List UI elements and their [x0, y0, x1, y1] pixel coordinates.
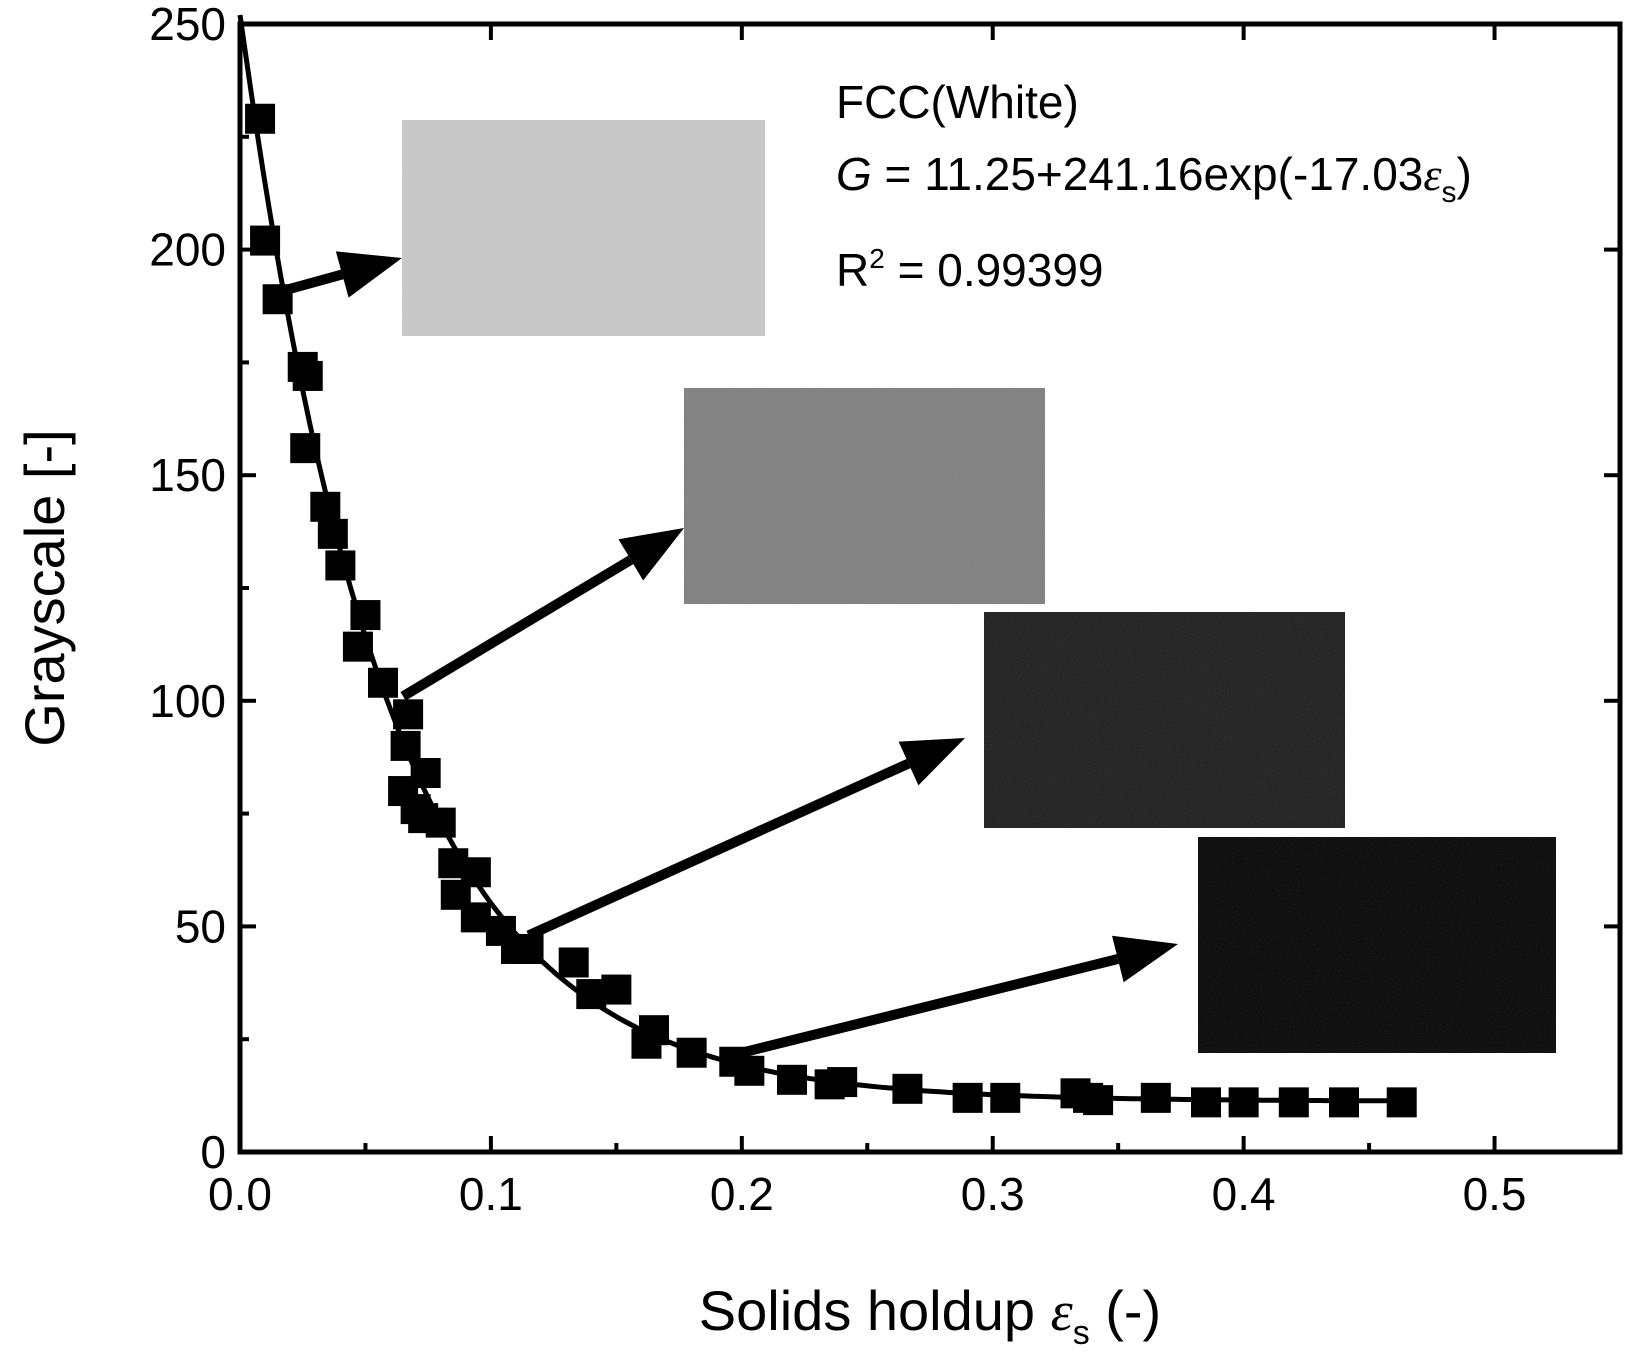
arrow-head [898, 738, 965, 786]
y-tick-label: 0 [200, 1126, 226, 1178]
data-point [631, 1028, 662, 1059]
y-axis-title: Grayscale [-] [13, 429, 76, 746]
x-axis-title: Solids holdup εs (-) [699, 1279, 1161, 1352]
data-point [292, 360, 323, 391]
data-point [952, 1082, 983, 1113]
data-point [1278, 1087, 1309, 1118]
data-point [325, 550, 356, 581]
data-point [290, 433, 321, 464]
arrow-head [335, 251, 402, 298]
arrow-3 [526, 738, 965, 940]
data-point [350, 600, 381, 631]
data-point [262, 284, 293, 315]
data-point [1083, 1085, 1114, 1116]
arrow-4 [740, 935, 1178, 1058]
data-point [368, 667, 399, 698]
y-tick-label: 250 [149, 0, 226, 50]
data-point [576, 979, 607, 1010]
y-tick-label: 150 [149, 449, 226, 501]
x-tick-label: 0.5 [1463, 1168, 1527, 1220]
inset-texture-3 [984, 612, 1345, 828]
arrow-shaft [526, 758, 911, 940]
data-point [390, 730, 421, 761]
inset-texture-4 [1198, 837, 1556, 1053]
data-point [601, 974, 632, 1005]
arrow-2 [400, 528, 684, 701]
data-point [1329, 1087, 1359, 1118]
data-point [245, 103, 276, 134]
x-tick-label: 0.2 [710, 1168, 774, 1220]
x-tick-label: 0.0 [208, 1168, 272, 1220]
arrows [283, 251, 1178, 1058]
x-tick-label: 0.1 [459, 1168, 523, 1220]
data-point [676, 1037, 707, 1068]
data-point [460, 902, 491, 933]
y-tick-label: 50 [175, 900, 226, 952]
data-point [1140, 1082, 1171, 1113]
data-point [1191, 1087, 1221, 1118]
data-point [393, 699, 424, 730]
arrow-1 [283, 251, 402, 298]
y-axis: 0 50 100 150 200 250 [149, 0, 1620, 1178]
data-point [827, 1067, 858, 1098]
fit-equation: G = 11.25+241.16exp(-17.03εs) [836, 148, 1472, 209]
inset-texture-1 [402, 120, 765, 336]
annotation-block: FCC(White) G = 11.25+241.16exp(-17.03εs)… [836, 76, 1472, 296]
arrow-shaft [283, 269, 344, 296]
data-point [310, 491, 341, 522]
arrow-head [618, 528, 684, 581]
inset-texture-2 [684, 388, 1045, 604]
x-tick-label: 0.3 [961, 1168, 1025, 1220]
arrow-shaft [400, 555, 634, 701]
x-tick-label: 0.4 [1212, 1168, 1276, 1220]
data-point [513, 933, 544, 964]
data-points [245, 103, 1417, 1118]
data-point [425, 807, 456, 838]
data-point [1228, 1087, 1259, 1118]
data-point [1386, 1087, 1417, 1118]
data-point [777, 1064, 807, 1095]
material-label: FCC(White) [836, 76, 1079, 128]
data-point [734, 1055, 765, 1086]
data-point [342, 631, 373, 662]
data-point [317, 518, 348, 549]
inset-images [402, 120, 1556, 1053]
data-point [558, 947, 589, 978]
r-squared: R2 = 0.99399 [836, 243, 1104, 296]
data-point [410, 757, 441, 788]
y-tick-label: 200 [149, 224, 226, 276]
y-tick-label: 100 [149, 675, 226, 727]
arrow-head [1112, 935, 1178, 983]
x-axis: 0.0 0.1 0.2 0.3 0.4 0.5 [208, 24, 1622, 1220]
arrow-shaft [740, 954, 1120, 1058]
data-point [892, 1073, 923, 1104]
data-point [990, 1082, 1021, 1113]
